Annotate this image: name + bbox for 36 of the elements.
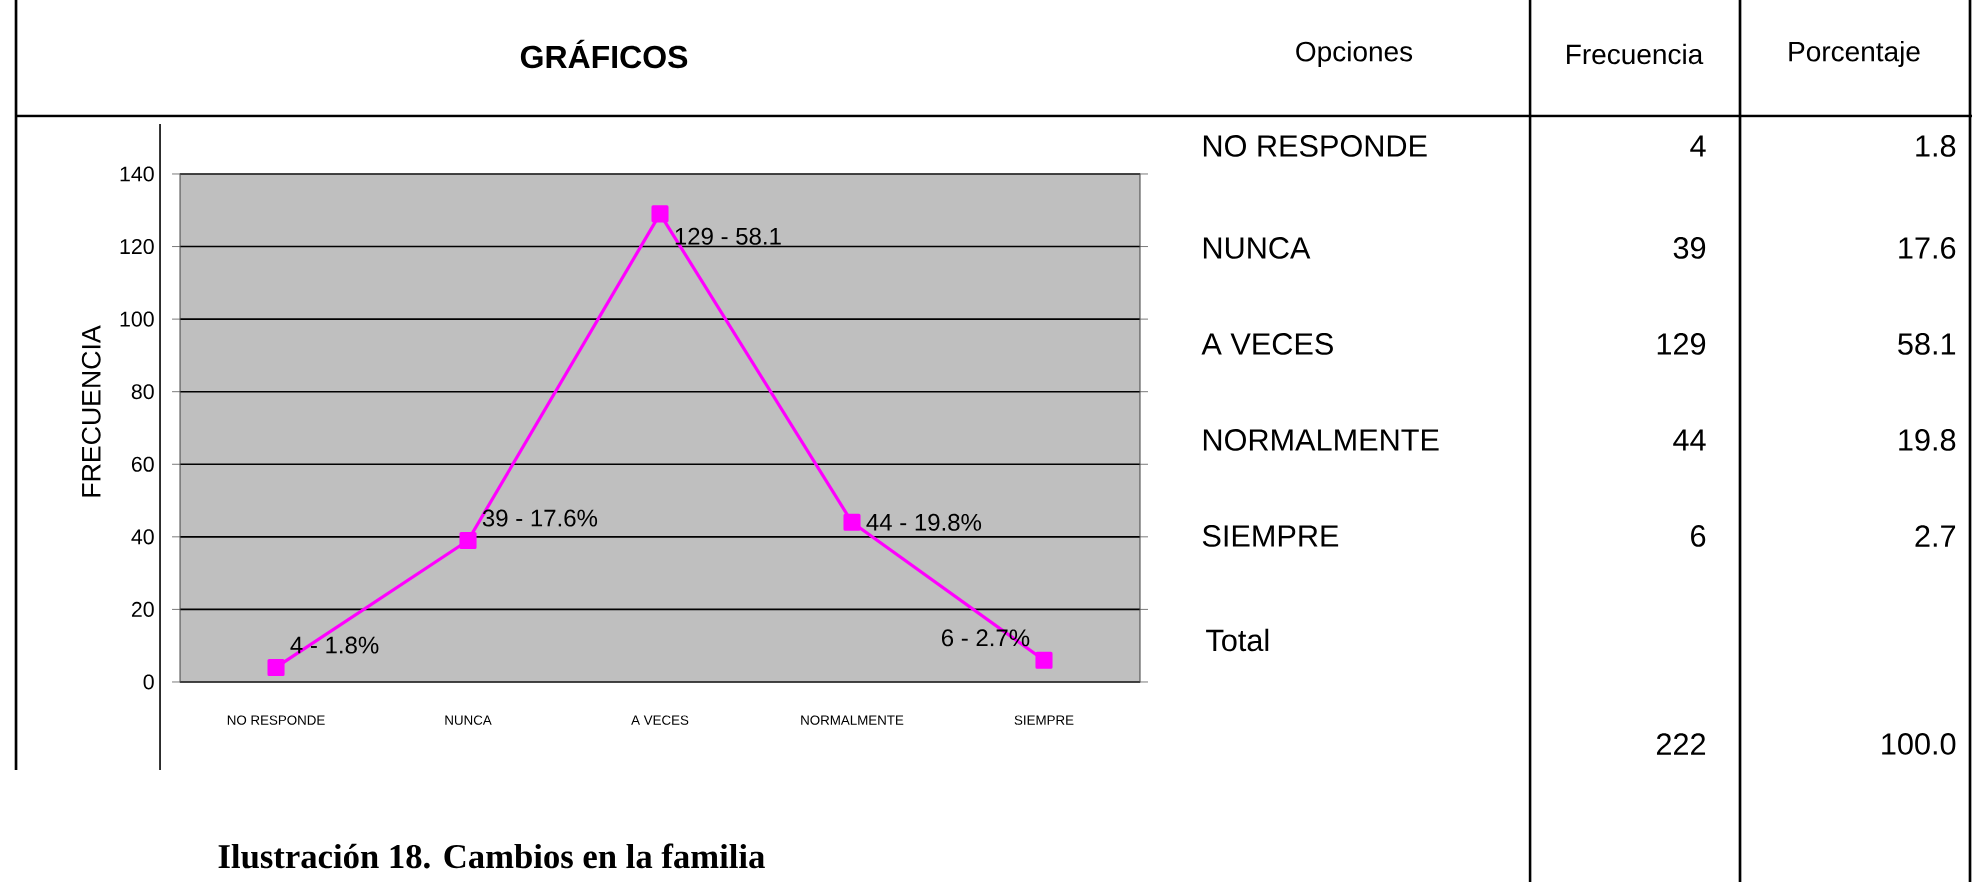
text: GRÁFICOS [520, 39, 688, 69]
category-label: NORMALMENTE [1203, 429, 1439, 451]
y-axis-title: FRECUENCIA [81, 325, 101, 497]
text: 6 [1691, 525, 1706, 547]
text: 129 [1657, 333, 1706, 355]
text: 4 [1690, 135, 1706, 157]
y-tick-label: 80 [131, 384, 154, 400]
y-tick-label: 60 [131, 456, 154, 472]
text: 58.1 [1898, 333, 1956, 355]
data-label: 129 - 58.1 [675, 227, 781, 245]
text: 100.0 [1882, 733, 1956, 755]
text: 19.8 [1899, 429, 1956, 451]
y-tick-label: 20 [131, 601, 154, 617]
text: Porcentaje [1789, 40, 1920, 68]
text: 44 [1673, 429, 1706, 451]
category-label: SIEMPRE [1202, 525, 1339, 547]
category-label: NUNCA [1203, 237, 1311, 259]
y-tick-label: 100 [120, 311, 154, 327]
category-label: NO RESPONDE [1203, 135, 1427, 157]
text: Ilustración 18. Cambios en la familia [218, 843, 765, 869]
y-tick-label: 140 [120, 166, 154, 182]
text: 1.8 [1916, 135, 1956, 157]
data-label: 39 - 17.6% [482, 509, 598, 527]
text: 39 [1673, 237, 1706, 259]
y-tick-label: 40 [131, 529, 154, 545]
text: 222 [1656, 733, 1706, 755]
text: Frecuencia [1567, 43, 1704, 65]
data-label: 44 - 19.8% [866, 513, 982, 531]
text: 17.6 [1899, 237, 1956, 259]
data-label: 4 - 1.8% [290, 636, 379, 654]
text: Opciones [1296, 40, 1413, 68]
y-tick-label: 0 [143, 674, 154, 690]
text: 2.7 [1915, 525, 1956, 547]
category-label: A VECES [1201, 333, 1333, 355]
text: Total [1206, 628, 1269, 652]
y-tick-label: 120 [120, 239, 154, 255]
